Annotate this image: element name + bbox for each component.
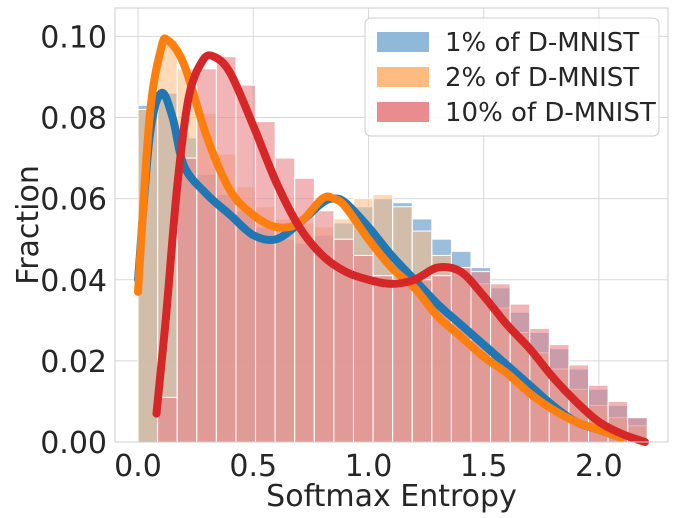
plot-frame (114, 7, 669, 443)
histogram-bar-series-3 (215, 56, 237, 443)
y-tick-label: 0.02 (40, 345, 107, 380)
x-tick-label: 1.5 (460, 449, 508, 484)
legend-label-series-2: 2% of D-MNIST (445, 63, 639, 93)
y-tick-label: 0.10 (40, 20, 107, 55)
histogram-bar-series-3 (235, 84, 257, 443)
axes: 0.0 0.5 1.0 1.5 2.0 0.00 0.02 0.04 0.06 0.08 0.10 (40, 7, 669, 484)
kde-line-series-3 (152, 51, 649, 446)
x-tick-label: 0.0 (114, 449, 162, 484)
histogram-bar-series-3 (176, 157, 198, 443)
histogram-bar-series-3 (392, 279, 413, 443)
y-axis-label: Fraction (11, 165, 46, 285)
y-tick-label: 0.08 (40, 102, 107, 137)
histogram-bar-series-3 (450, 267, 472, 443)
legend-swatch-series-1 (377, 32, 429, 52)
x-axis-label: Softmax Entropy (266, 479, 517, 514)
x-tick-label: 0.5 (229, 449, 277, 484)
y-tick-label: 0.06 (40, 183, 107, 218)
histogram-bars (137, 39, 648, 443)
y-tick-label: 0.04 (40, 264, 107, 299)
legend-box (364, 17, 660, 137)
legend-swatch-series-3 (377, 102, 429, 122)
y-tick-label: 0.00 (40, 426, 107, 461)
legend-swatch-series-2 (377, 67, 429, 87)
kde-line-series-2 (134, 34, 626, 442)
legend: 1% of D-MNIST 2% of D-MNIST 10% of D-MNIST (364, 17, 660, 137)
x-tick-label: 2.0 (575, 449, 623, 484)
histogram-bar-series-3 (372, 275, 394, 443)
x-tick-label: 1.0 (345, 449, 393, 484)
legend-label-series-3: 10% of D-MNIST (445, 98, 656, 128)
kde-lines (134, 34, 649, 446)
legend-label-series-1: 1% of D-MNIST (445, 28, 639, 58)
